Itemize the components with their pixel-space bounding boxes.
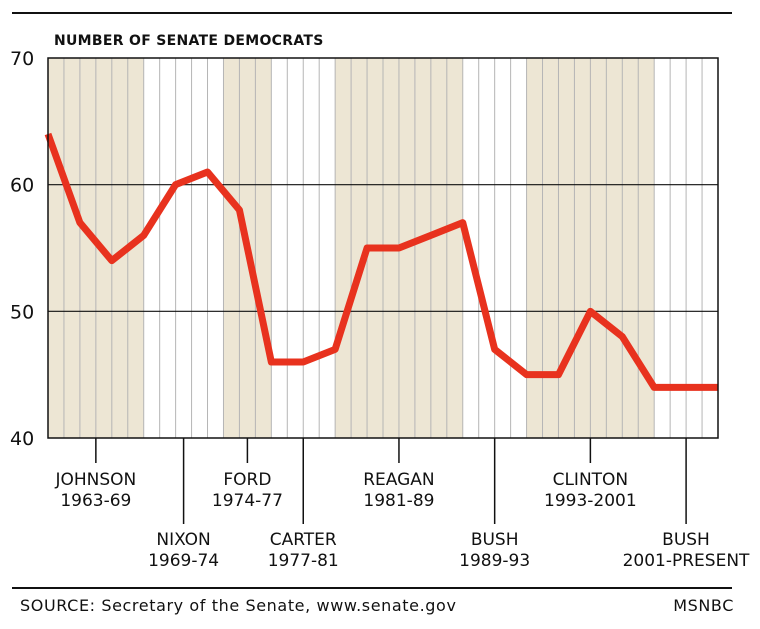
admin-years-2: 1974-77 <box>212 491 283 511</box>
admin-years-1: 1969-74 <box>148 551 219 571</box>
credit-logo: MSNBC <box>673 596 734 615</box>
chart-title: NUMBER OF SENATE DEMOCRATS <box>54 33 324 49</box>
top-rule <box>12 12 732 14</box>
y-tick-label-40: 40 <box>10 428 34 450</box>
series-layer <box>44 132 719 391</box>
admin-name-1: NIXON <box>156 530 210 550</box>
admin-years-7: 2001-PRESENT <box>623 551 750 571</box>
series-line <box>44 132 718 391</box>
vertical-gridlines <box>63 58 703 438</box>
admin-name-7: BUSH <box>662 530 710 550</box>
y-tick-labels: 70 60 50 40 <box>10 48 34 450</box>
admin-years-0: 1963-69 <box>60 491 131 511</box>
admin-years-6: 1993-2001 <box>544 491 637 511</box>
horizontal-gridlines <box>48 184 718 312</box>
admin-name-6: CLINTON <box>553 470 629 490</box>
source-note: SOURCE: Secretary of the Senate, www.sen… <box>20 596 457 615</box>
y-tick-label-70: 70 <box>10 48 34 70</box>
admin-years-3: 1977-81 <box>268 551 339 571</box>
admin-name-3: CARTER <box>270 530 337 550</box>
plot-frame <box>47 57 719 439</box>
admin-years-5: 1989-93 <box>459 551 530 571</box>
y-tick-label-50: 50 <box>10 301 34 323</box>
admin-name-4: REAGAN <box>363 470 434 490</box>
footer: SOURCE: Secretary of the Senate, www.sen… <box>20 596 734 615</box>
bottom-rule <box>12 587 732 589</box>
admin-name-5: BUSH <box>471 530 519 550</box>
admin-name-0: JOHNSON <box>54 470 136 490</box>
admin-years-4: 1981-89 <box>363 491 434 511</box>
y-tick-label-60: 60 <box>10 175 34 197</box>
admin-name-2: FORD <box>223 470 271 490</box>
